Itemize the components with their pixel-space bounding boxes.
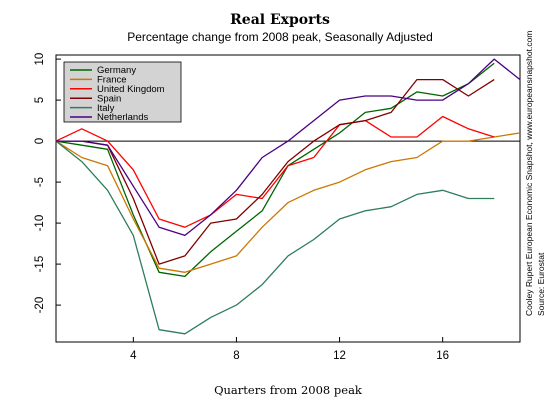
series-line-france — [55, 132, 521, 273]
legend-label: France — [97, 75, 127, 86]
legend-label: Italy — [97, 103, 115, 114]
legend-label: United Kingdom — [97, 84, 165, 95]
legend-label: Netherlands — [97, 112, 148, 123]
x-tick-label: 4 — [130, 350, 137, 362]
series-line-spain — [56, 78, 495, 265]
legend-label: Germany — [97, 65, 136, 76]
plot-frame — [55, 54, 521, 343]
y-tick-label: 0 — [34, 138, 46, 144]
chart-subtitle: Percentage change from 2008 peak, Season… — [127, 30, 433, 44]
x-axis: 4 8 12 16 — [130, 337, 449, 362]
chart-title: Real Exports — [230, 12, 330, 28]
legend-box — [63, 61, 182, 123]
y-tick-label: 10 — [34, 53, 46, 66]
series-line-italy — [55, 140, 495, 335]
x-axis-label: Quarters from 2008 peak — [214, 383, 363, 397]
source-line-1: Cooley Rupert European Economic Snapshot… — [524, 31, 534, 316]
series-lines — [55, 58, 521, 335]
x-tick-label: 16 — [436, 350, 449, 362]
y-tick-label: -20 — [34, 297, 46, 314]
y-tick-label: 5 — [34, 97, 46, 103]
series-line-germany — [55, 62, 495, 278]
source-credit: Cooley Rupert European Economic Snapshot… — [524, 31, 534, 316]
source-note: Source: Eurostat — [536, 252, 546, 316]
y-tick-label: -5 — [34, 177, 46, 187]
series-line-united-kingdom — [55, 115, 495, 228]
y-tick-label: -10 — [34, 215, 46, 232]
y-axis: 10 5 0 -5 -10 -15 -20 — [34, 53, 61, 314]
y-tick-label: -15 — [34, 256, 46, 273]
series-line-netherlands — [56, 58, 521, 237]
legend-label: Spain — [97, 93, 121, 104]
source-line-2: Source: Eurostat — [536, 252, 546, 316]
x-tick-label: 12 — [333, 350, 346, 362]
x-tick-label: 8 — [233, 350, 239, 362]
